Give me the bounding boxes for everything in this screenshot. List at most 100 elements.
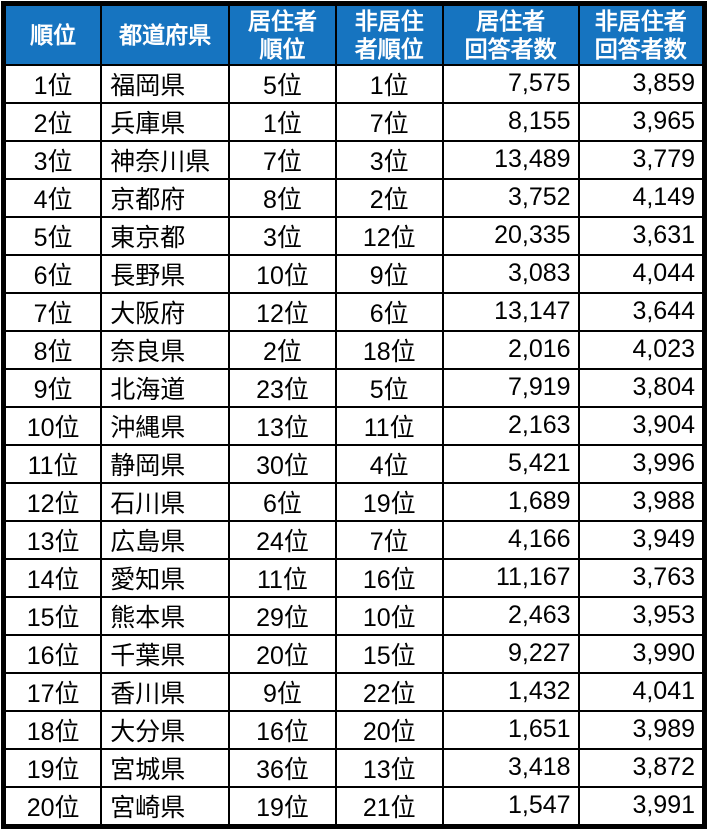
table-cell-non-resident-rank: 15位 [334, 633, 444, 674]
table-cell-resident-respondents: 2,016 [441, 329, 580, 370]
table-cell-prefecture: 静岡県 [100, 443, 231, 484]
table-cell-rank: 10位 [2, 405, 103, 446]
table-cell-non-resident-rank: 3位 [334, 139, 444, 180]
table-cell-non-resident-rank: 13位 [334, 747, 444, 788]
table-cell-resident-respondents: 2,463 [441, 595, 580, 636]
table-cell-resident-rank: 5位 [228, 63, 337, 104]
table-cell-non-resident-respondents: 4,149 [577, 177, 706, 218]
table-cell-resident-rank: 12位 [228, 291, 337, 332]
column-header-non-resident-respondents: 非居住者 回答者数 [577, 2, 706, 66]
table-row: 15位 熊本県 29位 10位 2,463 3,953 [2, 595, 706, 636]
table-cell-non-resident-respondents: 4,023 [577, 329, 706, 370]
table-row: 8位 奈良県 2位 18位 2,016 4,023 [2, 329, 706, 370]
table-cell-non-resident-rank: 7位 [334, 519, 444, 560]
table-cell-non-resident-respondents: 3,949 [577, 519, 706, 560]
table-cell-rank: 1位 [2, 63, 103, 104]
table-row: 7位 大阪府 12位 6位 13,147 3,644 [2, 291, 706, 332]
column-header-resident-respondents: 居住者 回答者数 [441, 2, 580, 66]
column-header-rank: 順位 [2, 2, 103, 66]
table-row: 11位 静岡県 30位 4位 5,421 3,996 [2, 443, 706, 484]
table-cell-non-resident-rank: 21位 [334, 785, 444, 827]
table-cell-resident-respondents: 11,167 [441, 557, 580, 598]
table-cell-rank: 7位 [2, 291, 103, 332]
table-cell-resident-respondents: 13,489 [441, 139, 580, 180]
table-cell-resident-respondents: 3,083 [441, 253, 580, 294]
table-cell-non-resident-rank: 18位 [334, 329, 444, 370]
table-cell-resident-respondents: 1,547 [441, 785, 580, 827]
table-cell-prefecture: 香川県 [100, 671, 231, 712]
table-cell-rank: 5位 [2, 215, 103, 256]
table-cell-resident-rank: 30位 [228, 443, 337, 484]
table-cell-rank: 20位 [2, 785, 103, 827]
table-cell-prefecture: 広島県 [100, 519, 231, 560]
table-cell-prefecture: 京都府 [100, 177, 231, 218]
table-cell-rank: 13位 [2, 519, 103, 560]
table-cell-prefecture: 宮城県 [100, 747, 231, 788]
table-cell-prefecture: 北海道 [100, 367, 231, 408]
table-cell-non-resident-respondents: 4,041 [577, 671, 706, 712]
table-cell-non-resident-respondents: 3,990 [577, 633, 706, 674]
table-cell-prefecture: 神奈川県 [100, 139, 231, 180]
table-cell-rank: 9位 [2, 367, 103, 408]
table-cell-non-resident-rank: 7位 [334, 101, 444, 142]
table-cell-non-resident-respondents: 3,859 [577, 63, 706, 104]
table-row: 17位 香川県 9位 22位 1,432 4,041 [2, 671, 706, 712]
table-row: 13位 広島県 24位 7位 4,166 3,949 [2, 519, 706, 560]
table-cell-prefecture: 大分県 [100, 709, 231, 750]
header-row: 順位 都道府県 居住者 順位 非居住 者順位 居住者 回答者数 非居住者 回答者数 [2, 2, 706, 66]
table-cell-non-resident-rank: 5位 [334, 367, 444, 408]
table-cell-non-resident-rank: 12位 [334, 215, 444, 256]
table-row: 2位 兵庫県 1位 7位 8,155 3,965 [2, 101, 706, 142]
table-body: 1位 福岡県 5位 1位 7,575 3,859 2位 兵庫県 1位 7位 8,155 3,965 3位… [2, 63, 706, 827]
table-cell-non-resident-respondents: 3,872 [577, 747, 706, 788]
table-cell-non-resident-respondents: 3,904 [577, 405, 706, 446]
table-row: 1位 福岡県 5位 1位 7,575 3,859 [2, 63, 706, 104]
table-cell-prefecture: 宮崎県 [100, 785, 231, 827]
table-cell-non-resident-respondents: 3,953 [577, 595, 706, 636]
table-cell-prefecture: 熊本県 [100, 595, 231, 636]
table-cell-resident-rank: 3位 [228, 215, 337, 256]
table-cell-resident-respondents: 3,752 [441, 177, 580, 218]
column-header-prefecture: 都道府県 [100, 2, 231, 66]
table-cell-resident-respondents: 9,227 [441, 633, 580, 674]
table-cell-resident-rank: 7位 [228, 139, 337, 180]
table-cell-prefecture: 長野県 [100, 253, 231, 294]
table-cell-resident-respondents: 20,335 [441, 215, 580, 256]
table-cell-prefecture: 愛知県 [100, 557, 231, 598]
table-row: 5位 東京都 3位 12位 20,335 3,631 [2, 215, 706, 256]
table-cell-non-resident-rank: 9位 [334, 253, 444, 294]
table-cell-resident-rank: 36位 [228, 747, 337, 788]
table-cell-rank: 18位 [2, 709, 103, 750]
table-cell-prefecture: 福岡県 [100, 63, 231, 104]
table-row: 9位 北海道 23位 5位 7,919 3,804 [2, 367, 706, 408]
table-cell-non-resident-respondents: 3,779 [577, 139, 706, 180]
table-cell-prefecture: 東京都 [100, 215, 231, 256]
table-cell-non-resident-rank: 20位 [334, 709, 444, 750]
table-cell-rank: 2位 [2, 101, 103, 142]
table-cell-rank: 4位 [2, 177, 103, 218]
table-cell-resident-rank: 23位 [228, 367, 337, 408]
table-cell-non-resident-respondents: 3,644 [577, 291, 706, 332]
table-cell-rank: 12位 [2, 481, 103, 522]
table-cell-rank: 8位 [2, 329, 103, 370]
table-cell-rank: 6位 [2, 253, 103, 294]
table-cell-resident-respondents: 8,155 [441, 101, 580, 142]
table-cell-resident-rank: 13位 [228, 405, 337, 446]
table-row: 14位 愛知県 11位 16位 11,167 3,763 [2, 557, 706, 598]
table-cell-rank: 19位 [2, 747, 103, 788]
table-cell-resident-rank: 29位 [228, 595, 337, 636]
table-cell-rank: 15位 [2, 595, 103, 636]
table-cell-prefecture: 沖縄県 [100, 405, 231, 446]
table-cell-non-resident-respondents: 3,965 [577, 101, 706, 142]
table-cell-resident-rank: 9位 [228, 671, 337, 712]
table-cell-non-resident-rank: 1位 [334, 63, 444, 104]
table-cell-resident-rank: 19位 [228, 785, 337, 827]
table-cell-rank: 3位 [2, 139, 103, 180]
table-cell-rank: 14位 [2, 557, 103, 598]
table-cell-resident-rank: 16位 [228, 709, 337, 750]
table-cell-resident-rank: 6位 [228, 481, 337, 522]
table-row: 12位 石川県 6位 19位 1,689 3,988 [2, 481, 706, 522]
table-cell-resident-respondents: 1,651 [441, 709, 580, 750]
